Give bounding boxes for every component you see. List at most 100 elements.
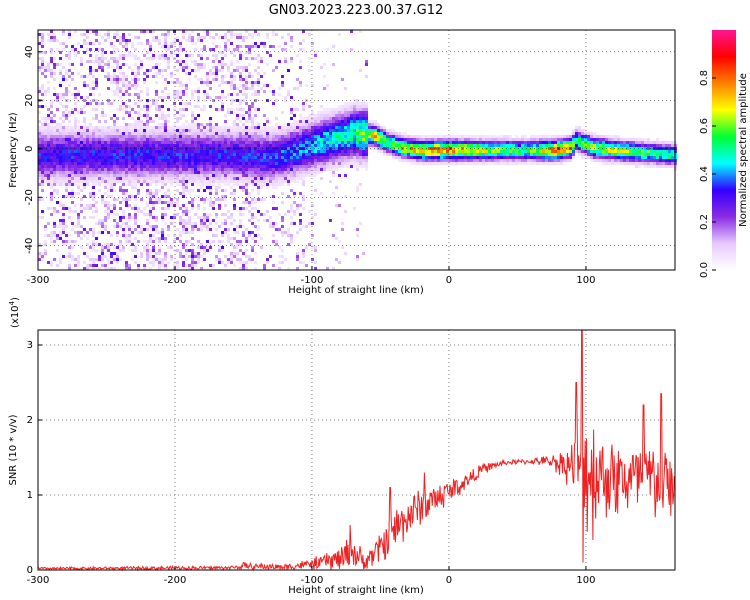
spectrogram-cell	[254, 252, 257, 255]
spectrogram-cell	[137, 135, 140, 138]
spectrogram-cell	[461, 141, 464, 144]
spectrogram-cell	[224, 183, 227, 186]
spectrogram-cell	[179, 48, 182, 51]
spectrogram-cell	[233, 237, 236, 240]
spectrogram-cell	[323, 159, 326, 162]
spectrogram-cell	[437, 135, 440, 138]
spectrogram-cell	[500, 150, 503, 153]
spectrogram-cell	[125, 168, 128, 171]
spectrogram-cell	[257, 147, 260, 150]
spectrogram-cell	[533, 135, 536, 138]
spectrogram-cell	[134, 195, 137, 198]
spectrogram-cell	[251, 168, 254, 171]
spectrogram-cell	[161, 114, 164, 117]
spectrogram-cell	[134, 159, 137, 162]
spectrogram-cell	[146, 111, 149, 114]
spectrogram-cell	[257, 234, 260, 237]
spectrogram-cell	[329, 180, 332, 183]
spectrogram-cell	[314, 165, 317, 168]
spectrogram-cell	[305, 156, 308, 159]
spectrogram-cell	[212, 219, 215, 222]
spectrogram-cell	[152, 57, 155, 60]
spectrogram-cell	[335, 147, 338, 150]
spectrogram-cell	[248, 183, 251, 186]
spectrogram-cell	[176, 90, 179, 93]
spectrogram-cell	[569, 153, 572, 156]
spectrogram-cell	[77, 132, 80, 135]
spectrogram-cell	[59, 231, 62, 234]
spectrogram-cell	[260, 198, 263, 201]
spectrogram-cell	[107, 141, 110, 144]
spectrogram-cell	[326, 120, 329, 123]
spectrogram-cell	[425, 144, 428, 147]
spectrogram-cell	[266, 168, 269, 171]
spectrogram-cell	[347, 126, 350, 129]
spectrogram-cell	[392, 135, 395, 138]
spectrogram-cell	[350, 111, 353, 114]
spectrogram-cell	[365, 153, 368, 156]
spectrogram-cell	[338, 141, 341, 144]
spectrogram-cell	[551, 156, 554, 159]
spectrogram-cell	[128, 156, 131, 159]
spectrogram-cell	[257, 228, 260, 231]
spectrogram-cell	[497, 135, 500, 138]
spectrogram-cell	[41, 126, 44, 129]
spectrogram-cell	[119, 165, 122, 168]
spectrogram-cell	[158, 159, 161, 162]
spectrogram-cell	[227, 228, 230, 231]
spectrogram-cell	[110, 261, 113, 264]
spectrogram-cell	[158, 144, 161, 147]
spectrogram-cell	[344, 252, 347, 255]
spectrogram-cell	[260, 135, 263, 138]
spectrogram-cell	[143, 141, 146, 144]
spectrogram-cell	[146, 258, 149, 261]
spectrogram-cell	[44, 243, 47, 246]
spectrogram-cell	[425, 159, 428, 162]
spectrogram-cell	[563, 150, 566, 153]
spectrogram-cell	[152, 225, 155, 228]
spectrogram-cell	[200, 168, 203, 171]
spectrogram-cell	[173, 249, 176, 252]
spectrogram-cell	[170, 153, 173, 156]
spectrogram-cell	[98, 42, 101, 45]
spectrogram-cell	[116, 108, 119, 111]
spectrogram-cell	[251, 144, 254, 147]
spectrogram-cell	[263, 198, 266, 201]
spectrogram-cell	[254, 180, 257, 183]
spectrogram-cell	[191, 132, 194, 135]
spectrogram-cell	[365, 165, 368, 168]
spectrogram-cell	[134, 126, 137, 129]
spectrogram-cell	[362, 150, 365, 153]
spectrogram-cell	[284, 135, 287, 138]
spectrogram-cell	[173, 93, 176, 96]
spectrogram-cell	[278, 147, 281, 150]
spectrogram-cell	[104, 243, 107, 246]
spectrogram-cell	[236, 156, 239, 159]
spectrogram-cell	[80, 246, 83, 249]
spectrogram-cell	[125, 198, 128, 201]
spectrogram-cell	[584, 141, 587, 144]
spectrogram-cell	[515, 162, 518, 165]
spectrogram-cell	[77, 231, 80, 234]
spectrogram-cell	[479, 147, 482, 150]
spectrogram-cell	[245, 162, 248, 165]
spectrogram-cell	[101, 162, 104, 165]
spectrogram-cell	[296, 54, 299, 57]
spectrogram-cell	[272, 33, 275, 36]
spectrogram-cell	[92, 243, 95, 246]
spectrogram-cell	[200, 135, 203, 138]
spectrogram-cell	[332, 117, 335, 120]
spectrogram-cell	[65, 114, 68, 117]
spectrogram-cell	[275, 165, 278, 168]
spectrogram-cell	[509, 150, 512, 153]
spectrogram-cell	[47, 165, 50, 168]
spectrogram-cell	[323, 114, 326, 117]
spectrogram-cell	[374, 129, 377, 132]
spectrogram-cell	[59, 147, 62, 150]
spectrogram-cell	[65, 138, 68, 141]
spectrogram-cell	[581, 144, 584, 147]
spectrogram-cell	[404, 153, 407, 156]
spectrogram-cell	[41, 132, 44, 135]
spectrogram-cell	[266, 153, 269, 156]
spectrogram-cell	[206, 249, 209, 252]
